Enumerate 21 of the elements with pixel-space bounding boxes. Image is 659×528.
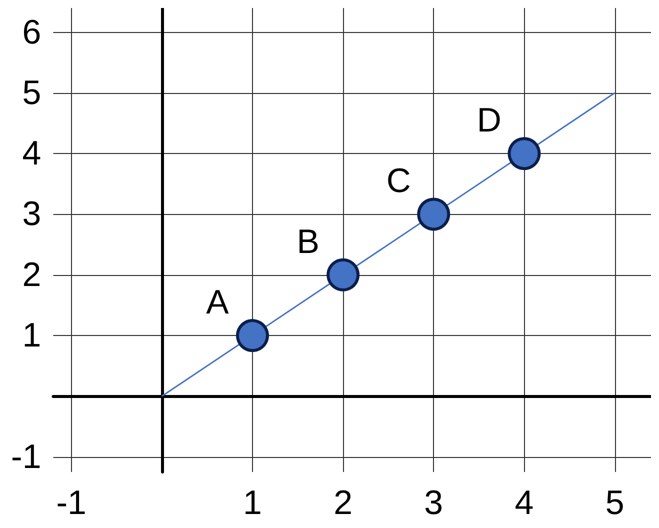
annotation: B [296, 222, 320, 261]
x-tick-label: 4 [514, 484, 534, 522]
point [236, 319, 269, 352]
x-tick-label: 2 [334, 484, 353, 522]
point [508, 137, 541, 170]
annotation: C [386, 162, 411, 200]
y-tick-label: -1 [10, 438, 42, 476]
x-tick-label: 3 [424, 484, 444, 522]
y-tick-label: 6 [22, 13, 42, 52]
annotation: D [476, 102, 502, 140]
y-tick-label: 2 [22, 256, 42, 294]
point [417, 198, 450, 231]
point [326, 258, 360, 292]
annotation: A [206, 284, 230, 322]
x-tick-label: 1 [243, 484, 262, 522]
x-tick-label: -1 [56, 484, 86, 522]
x-tick-label: 5 [605, 484, 624, 522]
y-tick-label: 1 [22, 316, 42, 355]
y-tick-label: 3 [22, 195, 42, 234]
y-tick-label: 5 [22, 74, 42, 112]
y-tick-label: 4 [22, 134, 42, 173]
